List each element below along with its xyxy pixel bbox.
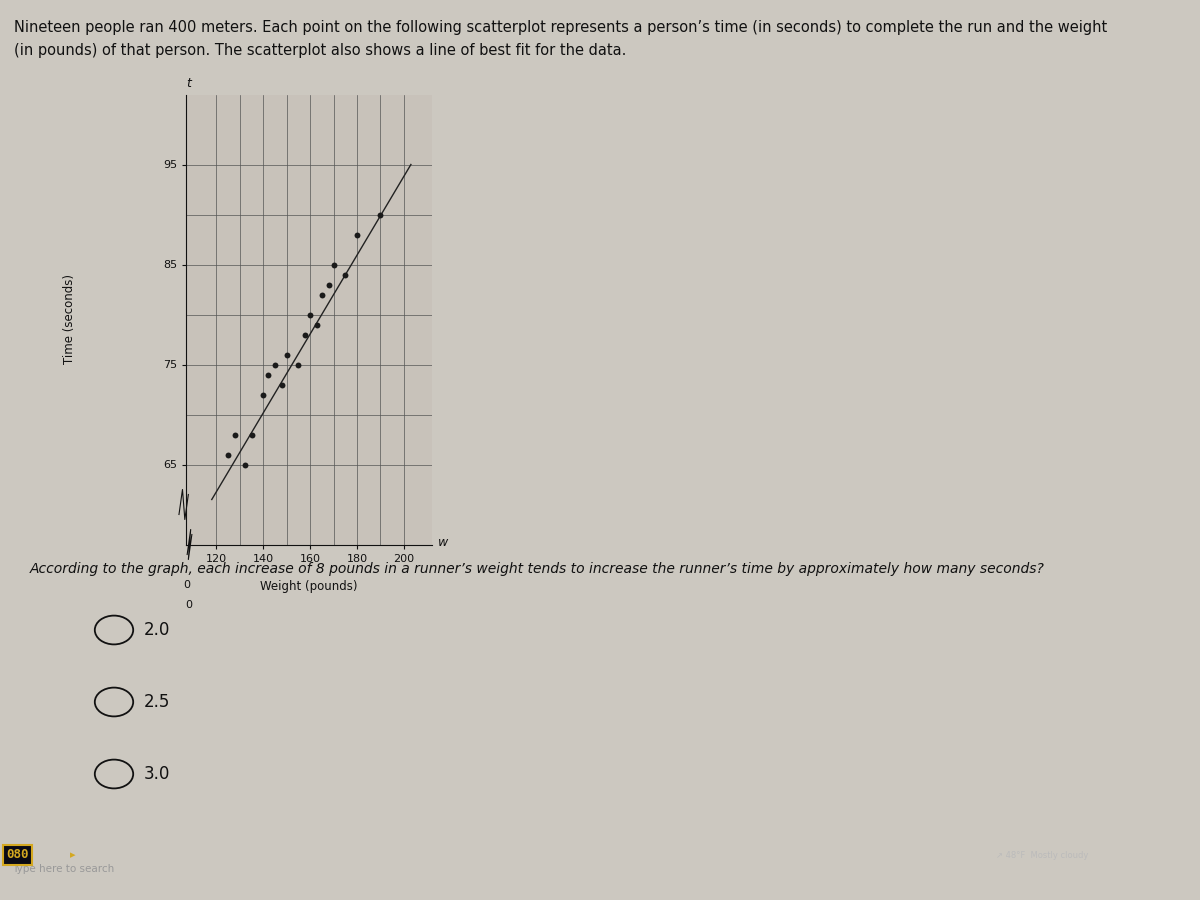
- Point: [296, 328, 316, 342]
- Text: According to the graph, each increase of 8 pounds in a runner’s weight tends to : According to the graph, each increase of…: [30, 562, 1045, 577]
- Text: w: w: [438, 536, 449, 549]
- Text: t: t: [186, 77, 191, 90]
- Point: [277, 347, 296, 362]
- Text: ↗ 48°F  Mostly cloudy: ↗ 48°F Mostly cloudy: [996, 850, 1088, 860]
- Point: [226, 428, 245, 442]
- Text: 0: 0: [185, 599, 192, 609]
- Point: [253, 387, 272, 401]
- Text: Time (seconds): Time (seconds): [64, 274, 76, 364]
- Point: [348, 228, 367, 242]
- Text: Nineteen people ran 400 meters. Each point on the following scatterplot represen: Nineteen people ran 400 meters. Each poi…: [14, 20, 1108, 35]
- Point: [324, 257, 343, 272]
- Text: 080: 080: [6, 849, 29, 861]
- Text: ▸: ▸: [70, 850, 76, 860]
- Point: [312, 287, 331, 302]
- Text: Type here to search: Type here to search: [12, 863, 114, 874]
- Point: [300, 307, 319, 321]
- Point: [235, 457, 254, 472]
- Point: [265, 357, 284, 372]
- Point: [272, 377, 292, 392]
- Text: 2.0: 2.0: [144, 621, 170, 639]
- Point: [371, 207, 390, 221]
- Point: [319, 277, 338, 292]
- Point: [336, 267, 355, 282]
- Text: 3.0: 3.0: [144, 765, 170, 783]
- X-axis label: Weight (pounds): Weight (pounds): [260, 580, 358, 593]
- Text: 0: 0: [184, 580, 191, 590]
- Text: (in pounds) of that person. The scatterplot also shows a line of best fit for th: (in pounds) of that person. The scatterp…: [14, 43, 626, 58]
- Point: [307, 318, 326, 332]
- Point: [289, 357, 308, 372]
- Point: [242, 428, 262, 442]
- Text: 2.5: 2.5: [144, 693, 170, 711]
- Point: [218, 447, 238, 462]
- Point: [258, 367, 277, 382]
